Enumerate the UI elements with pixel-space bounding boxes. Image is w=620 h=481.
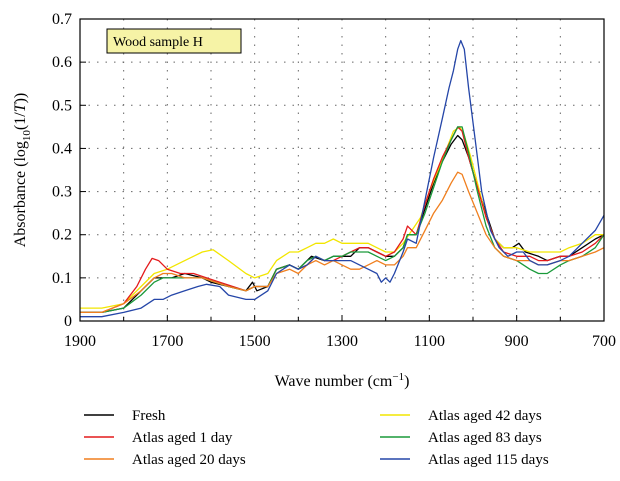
series-line-atlas-aged-1-day (80, 126, 605, 314)
x-tick-label: 900 (505, 333, 529, 350)
y-tick-label: 0.4 (52, 140, 72, 157)
y-tick-label: 0.2 (52, 227, 72, 244)
series-line-atlas-aged-83-days (80, 126, 605, 314)
y-tick-label: 0.5 (52, 97, 72, 114)
legend-item-fresh: Fresh (84, 408, 166, 424)
annotation-text: Wood sample H (113, 35, 203, 50)
axis-ticks (79, 18, 605, 322)
series-line-atlas-aged-115-days (80, 39, 605, 318)
legend-label: Fresh (132, 408, 166, 424)
y-tick-label: 0.3 (52, 184, 72, 201)
series-lines (80, 39, 605, 318)
y-axis-title: Absorbance (log10(1/T)) (12, 93, 33, 248)
x-tick-label: 1100 (414, 333, 445, 350)
annotation-box: Wood sample H (106, 28, 242, 54)
tick-labels: 1900 1700 1500 1300 1100 900 700 0 0.1 0.2 0.3 0.4 0… (52, 11, 616, 350)
y-tick-label: 0.1 (52, 270, 72, 287)
x-tick-label: 1300 (326, 333, 358, 350)
legend-label: Atlas aged 42 days (428, 408, 542, 424)
y-tick-label: 0.6 (52, 54, 72, 71)
legend-item-atlas-aged-115-days: Atlas aged 115 days (380, 452, 549, 468)
legend-label: Atlas aged 20 days (132, 452, 246, 468)
y-tick-label: 0 (64, 313, 72, 330)
legend-item-atlas-aged-1-day: Atlas aged 1 day (84, 430, 233, 446)
legend-label: Atlas aged 1 day (132, 430, 233, 446)
x-tick-label: 1500 (239, 333, 271, 350)
legend-label: Atlas aged 115 days (428, 452, 549, 468)
x-axis-title: Wave number (cm−1) (275, 371, 410, 390)
legend-item-atlas-aged-42-days: Atlas aged 42 days (380, 408, 542, 424)
x-tick-label: 1900 (64, 333, 96, 350)
legend-item-atlas-aged-83-days: Atlas aged 83 days (380, 430, 542, 446)
legend-label: Atlas aged 83 days (428, 430, 542, 446)
series-line-atlas-aged-42-days (80, 126, 604, 309)
x-tick-label: 1700 (151, 333, 183, 350)
y-tick-label: 0.7 (52, 11, 72, 28)
series-line-atlas-aged-20-days (80, 171, 605, 314)
x-tick-label: 700 (592, 333, 616, 350)
legend-item-atlas-aged-20-days: Atlas aged 20 days (84, 452, 246, 468)
legend: Fresh Atlas aged 1 day Atlas aged 20 days A… (84, 408, 549, 468)
